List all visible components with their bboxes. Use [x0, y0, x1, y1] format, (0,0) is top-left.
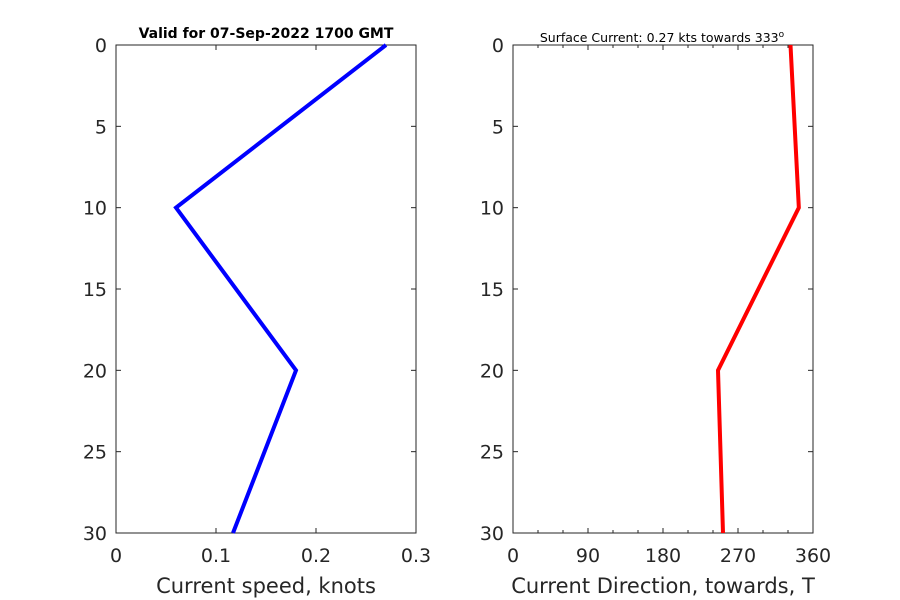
- speed-plot-area: [115, 44, 417, 534]
- speed-x-tick-label: 0.1: [201, 545, 231, 567]
- speed-y-tick-label: 10: [83, 198, 107, 220]
- speed-profile-line: [173, 43, 388, 534]
- speed-y-tick-label: 25: [83, 442, 107, 464]
- speed-x-tick-label: 0.2: [301, 545, 331, 567]
- direction-y-tick-label: 0: [492, 35, 504, 57]
- speed-chart-title: Valid for 07-Sep-2022 1700 GMT: [139, 26, 394, 42]
- direction-x-axis-label: Current Direction, towards, T: [511, 574, 815, 598]
- direction-profile-line: [715, 44, 801, 534]
- speed-x-axis-label: Current speed, knots: [156, 574, 376, 598]
- speed-panel: 0 5 10 15 20 25 30 0 0.1 0.2 0.3 Valid for 07-Sep…: [83, 26, 431, 598]
- direction-x-tick-label: 270: [720, 545, 756, 567]
- direction-y-tick-label: 25: [480, 442, 504, 464]
- direction-plot-area: [512, 44, 814, 534]
- speed-y-tick-label: 15: [83, 279, 107, 301]
- direction-chart-title: Surface Current: 0.27 kts towards 333o: [540, 30, 785, 45]
- direction-x-tick-label: 90: [576, 545, 600, 567]
- direction-x-tick-labels: 0 90 180 270 360: [507, 545, 831, 567]
- direction-title-text: Surface Current: 0.27 kts towards 333: [540, 30, 779, 45]
- speed-y-tick-label: 20: [83, 360, 107, 382]
- direction-x-tick-label: 0: [507, 545, 519, 567]
- direction-panel: 0 5 10 15 20 25 30 0 90 180 270 360 Surface Curren…: [480, 30, 831, 598]
- speed-x-tick-label: 0: [110, 545, 122, 567]
- direction-x-tick-label: 180: [645, 545, 681, 567]
- direction-y-tick-label: 5: [492, 116, 504, 138]
- direction-y-tick-labels: 0 5 10 15 20 25 30: [480, 35, 504, 545]
- speed-y-tick-labels: 0 5 10 15 20 25 30: [83, 35, 107, 545]
- degree-superscript: o: [779, 30, 785, 40]
- direction-y-tick-label: 30: [480, 523, 504, 545]
- direction-y-tick-label: 10: [480, 198, 504, 220]
- direction-ticks: [512, 44, 814, 534]
- direction-y-tick-label: 15: [480, 279, 504, 301]
- speed-y-tick-label: 30: [83, 523, 107, 545]
- speed-ticks: [115, 44, 417, 534]
- speed-y-tick-label: 0: [95, 35, 107, 57]
- direction-x-tick-label: 360: [795, 545, 831, 567]
- direction-y-tick-label: 20: [480, 360, 504, 382]
- speed-x-tick-label: 0.3: [401, 545, 431, 567]
- speed-x-tick-labels: 0 0.1 0.2 0.3: [110, 545, 431, 567]
- speed-y-tick-label: 5: [95, 116, 107, 138]
